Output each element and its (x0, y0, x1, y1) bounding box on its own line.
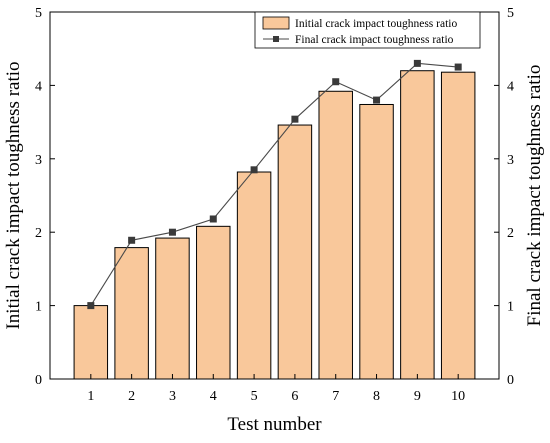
line-marker (209, 215, 217, 223)
x-tick-label: 9 (414, 389, 421, 404)
bar (400, 70, 435, 380)
series-line (90, 62, 459, 306)
bar (359, 103, 394, 380)
x-tick-label: 6 (291, 389, 298, 404)
x-tick-label: 1 (87, 389, 94, 404)
bar (73, 305, 109, 380)
line-marker (168, 228, 176, 236)
line-marker (373, 96, 381, 104)
x-tick-label: 8 (373, 389, 380, 404)
legend-label: Initial crack impact toughness ratio (295, 18, 457, 30)
bar (155, 237, 190, 380)
y2-tick-label: 2 (507, 226, 514, 241)
bar (440, 71, 476, 380)
x-axis-title: Test number (227, 414, 322, 435)
x-tick-label: 5 (251, 389, 258, 404)
x-tick-label: 10 (451, 389, 465, 404)
y2-tick-label: 1 (507, 300, 514, 315)
line-marker (250, 166, 258, 174)
y-axis-title: Initial crack impact toughness ratio (3, 61, 24, 329)
bar (236, 171, 272, 380)
legend-swatch-bar (262, 16, 290, 30)
y-tick-label: 1 (35, 300, 42, 315)
y-tick-label: 2 (35, 226, 42, 241)
line-marker (87, 302, 95, 310)
y-tick-label: 4 (35, 79, 42, 94)
line-marker (291, 115, 299, 123)
y-tick-label: 5 (35, 6, 42, 21)
y2-tick-label: 5 (507, 6, 514, 21)
y-tick-label: 0 (35, 373, 42, 388)
line-marker (413, 59, 421, 67)
line-marker (128, 236, 136, 244)
bar (114, 247, 149, 380)
legend-swatch-marker (273, 36, 279, 42)
x-tick-label: 2 (128, 389, 135, 404)
bar (196, 225, 231, 380)
x-tick-label: 3 (169, 389, 176, 404)
line-marker (454, 63, 462, 71)
line-marker (332, 78, 340, 86)
y2-axis-title: Final crack impact toughness ratio (524, 65, 545, 327)
y2-tick-label: 4 (507, 79, 514, 94)
legend-label: Final crack impact toughness ratio (295, 34, 454, 46)
y2-tick-label: 0 (507, 373, 514, 388)
bar (318, 90, 353, 380)
x-tick-label: 7 (332, 389, 339, 404)
y2-tick-label: 3 (507, 153, 514, 168)
legend-box (254, 11, 481, 49)
bar (277, 124, 313, 380)
x-tick-label: 4 (210, 389, 217, 404)
y-tick-label: 3 (35, 153, 42, 168)
